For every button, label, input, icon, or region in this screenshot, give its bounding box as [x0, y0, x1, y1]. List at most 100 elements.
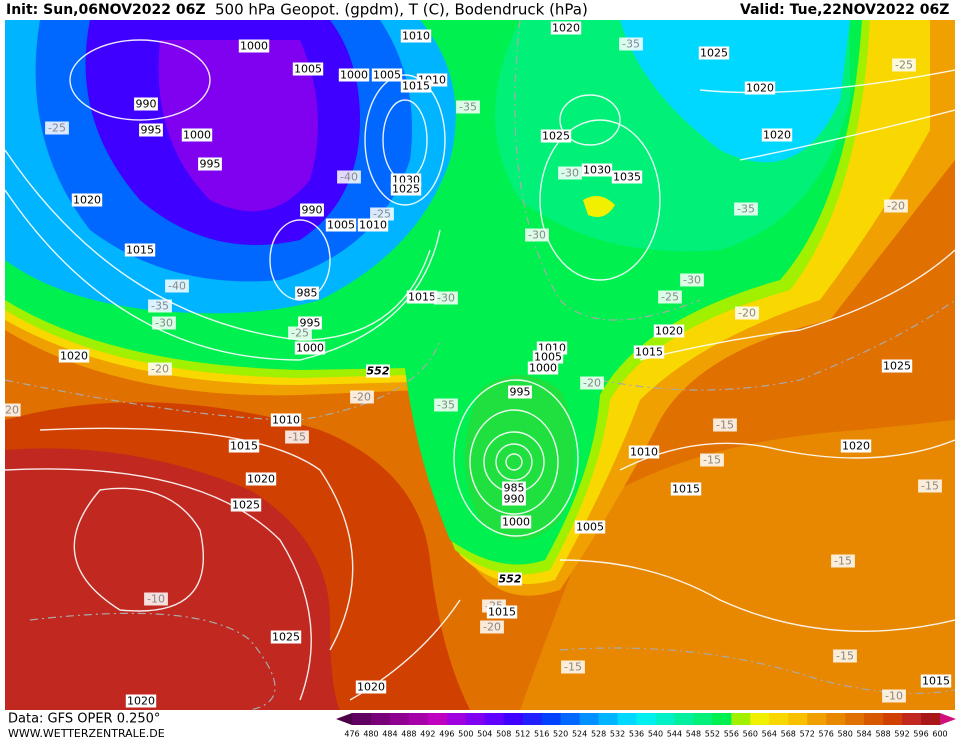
label-box: [486, 605, 518, 619]
label-box: [325, 218, 357, 232]
colorbar-label: 576: [819, 730, 834, 739]
label-box: [550, 21, 582, 35]
colorbar-label: 528: [591, 730, 606, 739]
label-box: [5, 403, 21, 417]
temperature-label: -10: [147, 593, 165, 606]
temperature-label: -15: [716, 419, 734, 432]
colorbar-segment: [446, 713, 467, 725]
pressure-label: 1020: [655, 325, 683, 338]
label-box: [502, 481, 526, 495]
temperature-label: -15: [921, 480, 939, 493]
temperature-label: -30: [561, 167, 579, 180]
label-box: [840, 439, 872, 453]
label-box: [288, 326, 312, 340]
colorbar-segment: [408, 713, 429, 725]
label-box: [181, 128, 213, 142]
colorbar-segment: [807, 713, 827, 725]
colorbar-label: 532: [610, 730, 625, 739]
colorbar-label: 504: [477, 730, 492, 739]
pressure-label: 985: [297, 287, 318, 300]
label-box: [165, 279, 189, 293]
colorbar-label: 584: [856, 730, 871, 739]
label-box: [527, 361, 559, 375]
pressure-label: 1025: [700, 47, 728, 60]
pressure-label: 1000: [529, 362, 557, 375]
label-box: [400, 29, 432, 43]
label-box: [144, 592, 168, 606]
temperature-label: -35: [437, 399, 455, 412]
temperature-label: -20: [483, 621, 501, 634]
colorbar-label: 552: [705, 730, 720, 739]
colorbar-segment: [655, 713, 675, 725]
temperature-label: -25: [291, 327, 309, 340]
pressure-label: 1005: [534, 351, 562, 364]
label-box: [198, 157, 222, 171]
colorbar-segment: [598, 713, 619, 725]
pressure-label: 985: [504, 482, 525, 495]
valid-time: Valid: Tue,22NOV2022 06Z: [740, 2, 949, 18]
label-box: [581, 163, 613, 177]
temperature-label: -25: [373, 208, 391, 221]
temperature-label: -35: [459, 101, 477, 114]
colorbar-label: 560: [743, 730, 758, 739]
pressure-label: 1015: [635, 346, 663, 359]
label-box: [370, 207, 394, 221]
colorbar-label: 520: [553, 730, 568, 739]
label-box: [700, 453, 724, 467]
pressure-label: 1000: [502, 516, 530, 529]
colorbar-label: 548: [686, 730, 701, 739]
colorbar-segment: [693, 713, 713, 725]
colorbar-segment: [883, 713, 903, 725]
colorbar-segment: [522, 713, 543, 725]
pressure-label: 1020: [60, 350, 88, 363]
colorbar-label: 508: [496, 730, 511, 739]
data-source: Data: GFS OPER 0.250°: [8, 712, 160, 727]
label-box: [611, 170, 643, 184]
label-box: [680, 273, 704, 287]
pressure-label: 1000: [296, 342, 324, 355]
colorbar-label: 596: [913, 730, 928, 739]
label-box: [125, 694, 157, 708]
colorbar-segment: [389, 713, 410, 725]
colorbar-label: 484: [382, 730, 397, 739]
label-box: [633, 345, 665, 359]
colorbar-label: 492: [420, 730, 435, 739]
label-box: [295, 286, 319, 300]
init-time: Init: Sun,06NOV2022 06Z: [6, 2, 206, 18]
pressure-label: 1020: [763, 129, 791, 142]
label-box: [406, 290, 438, 304]
label-box: [355, 680, 387, 694]
pressure-label: 1000: [183, 129, 211, 142]
colorbar-label: 556: [724, 730, 739, 739]
pressure-label: 1000: [340, 69, 368, 82]
label-box: [45, 121, 69, 135]
label-box: [670, 482, 702, 496]
label-box: [525, 228, 549, 242]
pressure-label: 990: [136, 98, 157, 111]
temperature-label: -15: [288, 431, 306, 444]
label-box: [71, 193, 103, 207]
colorbar-segment: [769, 713, 789, 725]
colorbar-label: 592: [894, 730, 909, 739]
label-box: [134, 97, 158, 111]
temperature-label: -40: [340, 171, 358, 184]
pressure-label: 1020: [746, 82, 774, 95]
label-box: [292, 62, 324, 76]
label-box: [285, 430, 309, 444]
temperature-label: -10: [885, 690, 903, 703]
colorbar-label: 536: [629, 730, 644, 739]
colorbar-label: 564: [762, 730, 777, 739]
label-box: [390, 182, 422, 196]
colorbar-label: 572: [800, 730, 815, 739]
label-box: [558, 166, 582, 180]
pressure-label: 1005: [294, 63, 322, 76]
label-box: [337, 170, 361, 184]
label-box: [148, 362, 172, 376]
colorbar-segment: [579, 713, 600, 725]
label-box: [298, 316, 322, 330]
pressure-label: 1025: [232, 499, 260, 512]
colorbar-label: 476: [344, 730, 359, 739]
label-box: [619, 37, 643, 51]
label-box: [658, 290, 682, 304]
